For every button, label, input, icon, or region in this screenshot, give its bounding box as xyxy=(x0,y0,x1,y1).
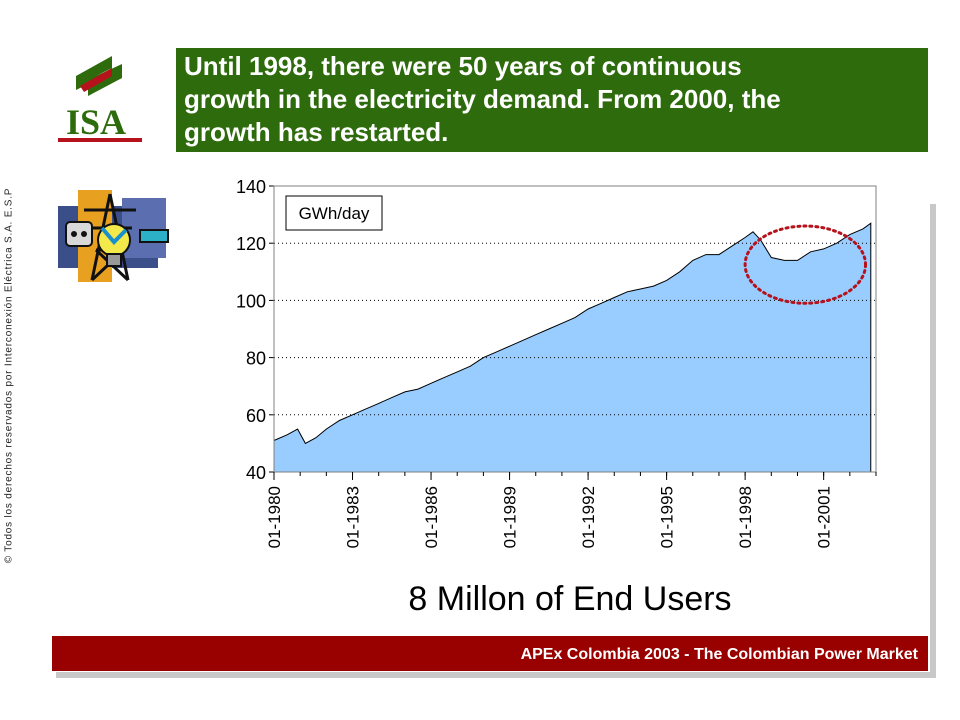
headline-banner: Until 1998, there were 50 years of conti… xyxy=(176,48,928,152)
x-tick-label-0: 01-1980 xyxy=(265,486,284,548)
isa-logo-graphic: ISA xyxy=(58,56,142,142)
content-frame xyxy=(56,204,936,678)
headline-line-1: Until 1998, there were 50 years of conti… xyxy=(184,51,742,81)
x-tick-label-1: 01-1983 xyxy=(344,486,363,548)
demand-chart: 40 60 80 100 120 140 01-1980 01-1983 01-1986 01-1… xyxy=(236,177,877,548)
demand-area xyxy=(273,222,872,473)
y-tick-label-4: 120 xyxy=(236,234,266,254)
highlight-ellipse xyxy=(743,224,868,305)
unit-label: GWh/day xyxy=(299,204,370,223)
logo-text: ISA xyxy=(66,102,126,142)
y-tick-label-0: 40 xyxy=(246,463,266,483)
copyright-text: © Todos los derechos reservados por Inte… xyxy=(2,0,16,720)
unit-box xyxy=(285,195,383,231)
footer-bar: APEx Colombia 2003 - The Colombian Power… xyxy=(52,636,928,671)
y-tick-label-1: 60 xyxy=(246,406,266,426)
plot-border xyxy=(273,185,877,473)
power-tower-clipart xyxy=(52,180,180,288)
end-users-caption: 8 Millon of End Users xyxy=(408,580,732,618)
y-tick-label-3: 100 xyxy=(236,291,266,311)
isa-logo: ISA xyxy=(52,46,148,146)
headline-line-2: growth in the electricity demand. From 2… xyxy=(184,84,781,114)
x-tick-label-3: 01-1989 xyxy=(501,486,520,548)
footer-text: APEx Colombia 2003 - The Colombian Power… xyxy=(520,646,918,663)
cable-icon xyxy=(139,229,169,243)
lightning-bolt-icon xyxy=(76,56,122,96)
x-tick-label-6: 01-1998 xyxy=(736,486,755,548)
logo-underline xyxy=(58,138,142,142)
headline-line-3: growth has restarted. xyxy=(184,117,449,147)
x-tick-label-5: 01-1995 xyxy=(658,486,677,548)
plug-icon xyxy=(65,221,93,247)
x-tick-label-7: 01-2001 xyxy=(815,486,834,548)
light-bulb-icon xyxy=(97,223,131,267)
x-tick-label-4: 01-1992 xyxy=(579,486,598,548)
x-tick-label-2: 01-1986 xyxy=(422,486,441,548)
y-tick-label-5: 140 xyxy=(236,177,266,197)
y-tick-label-2: 80 xyxy=(246,349,266,369)
copyright-label: © Todos los derechos reservados por Inte… xyxy=(3,187,15,564)
